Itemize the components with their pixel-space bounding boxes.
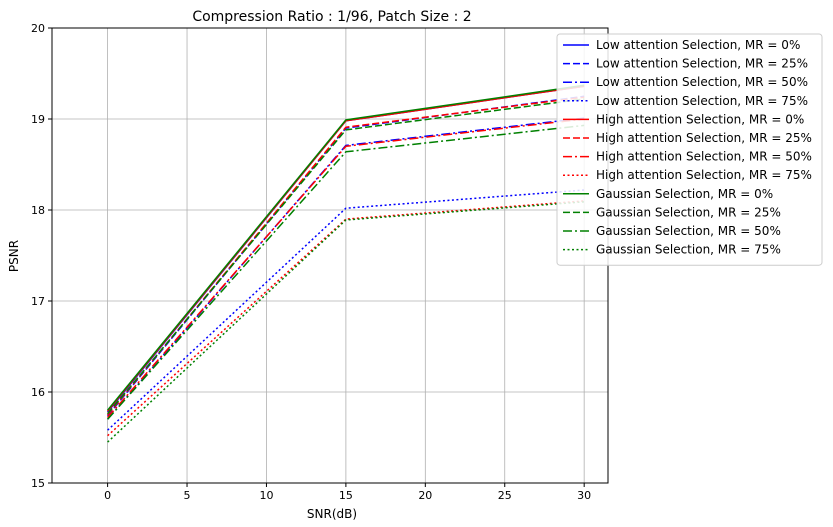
series-layer: [107, 84, 585, 443]
legend-box: [556, 33, 823, 266]
legend-entry: High attention Selection, MR = 25%: [596, 131, 812, 145]
y-tick-label: 16: [31, 386, 45, 399]
legend-entry: Gaussian Selection, MR = 75%: [596, 243, 781, 257]
axis-ticks: 0 5 10 15 20 25 30 15 16 17 18 19 20: [31, 22, 591, 502]
legend-entry: Gaussian Selection, MR = 25%: [596, 205, 781, 219]
x-tick-label: 25: [498, 489, 512, 502]
series-line-10: [107, 98, 585, 415]
x-axis-label: SNR(dB): [307, 507, 357, 521]
series-line-11: [107, 124, 585, 420]
x-tick-label: 10: [259, 489, 273, 502]
series-line-7: [107, 118, 585, 418]
legend-entry: Low attention Selection, MR = 0%: [596, 38, 800, 52]
legend: Low attention Selection, MR = 0% Low atte…: [556, 33, 823, 266]
x-tick-label: 0: [104, 489, 111, 502]
series-line-12: [107, 201, 585, 443]
series-line-9: [107, 84, 585, 411]
x-tick-label: 20: [418, 489, 432, 502]
legend-entry: High attention Selection, MR = 50%: [596, 150, 812, 164]
chart-title: Compression Ratio : 1/96, Patch Size : 2: [192, 9, 471, 25]
y-tick-label: 20: [31, 22, 45, 35]
legend-entry: Low attention Selection, MR = 50%: [596, 75, 808, 89]
legend-entry: Gaussian Selection, MR = 50%: [596, 224, 781, 238]
x-tick-label: 30: [577, 489, 591, 502]
y-tick-label: 17: [31, 295, 45, 308]
y-tick-label: 15: [31, 477, 45, 490]
series-line-4: [107, 189, 585, 431]
legend-entry: Low attention Selection, MR = 25%: [596, 57, 808, 71]
legend-entry: High attention Selection, MR = 75%: [596, 168, 812, 182]
x-tick-label: 15: [339, 489, 353, 502]
legend-entry: Gaussian Selection, MR = 0%: [596, 187, 773, 201]
y-axis-label: PSNR: [7, 240, 21, 272]
y-tick-label: 18: [31, 204, 45, 217]
legend-entry: High attention Selection, MR = 0%: [596, 112, 804, 126]
x-tick-label: 5: [184, 489, 191, 502]
y-tick-label: 19: [31, 113, 45, 126]
legend-entry: Low attention Selection, MR = 75%: [596, 94, 808, 108]
